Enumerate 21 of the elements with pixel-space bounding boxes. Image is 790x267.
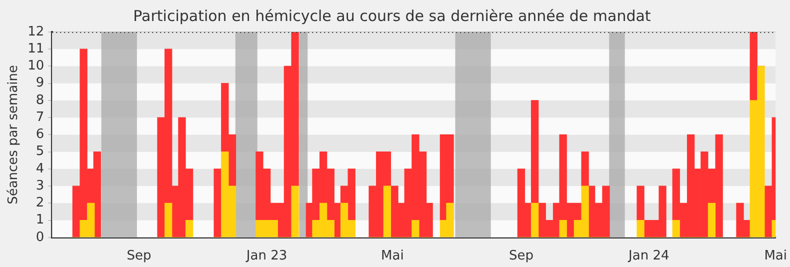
y-tick-label: 9 <box>36 76 44 91</box>
x-tick-label: Sep <box>126 248 152 264</box>
x-tick-label: Sep <box>508 248 534 264</box>
y-axis-title: Séances par semaine <box>6 64 22 204</box>
y-tick-label: 2 <box>36 196 44 211</box>
y-tick-label: 5 <box>36 144 44 160</box>
y-tick-label: 8 <box>36 92 44 108</box>
chart-title: Participation en hémicycle au cours de sa dernière année de mandat <box>133 6 651 25</box>
y-tick-label: 11 <box>28 41 44 56</box>
x-tick-label: Jan 23 <box>245 248 288 264</box>
y-tick-label: 4 <box>36 161 44 176</box>
x-tick-label: Jan 24 <box>628 248 670 264</box>
y-tick-label: 7 <box>36 110 44 125</box>
y-tick-label: 10 <box>28 58 44 74</box>
y-tick-label: 3 <box>36 178 44 194</box>
y-tick-label: 0 <box>36 230 44 245</box>
x-tick-label: Mai <box>764 248 787 264</box>
y-tick-label: 12 <box>28 24 44 40</box>
x-tick-label: Mai <box>381 248 404 264</box>
y-tick-label: 1 <box>36 212 44 228</box>
y-tick-label: 6 <box>36 127 44 142</box>
